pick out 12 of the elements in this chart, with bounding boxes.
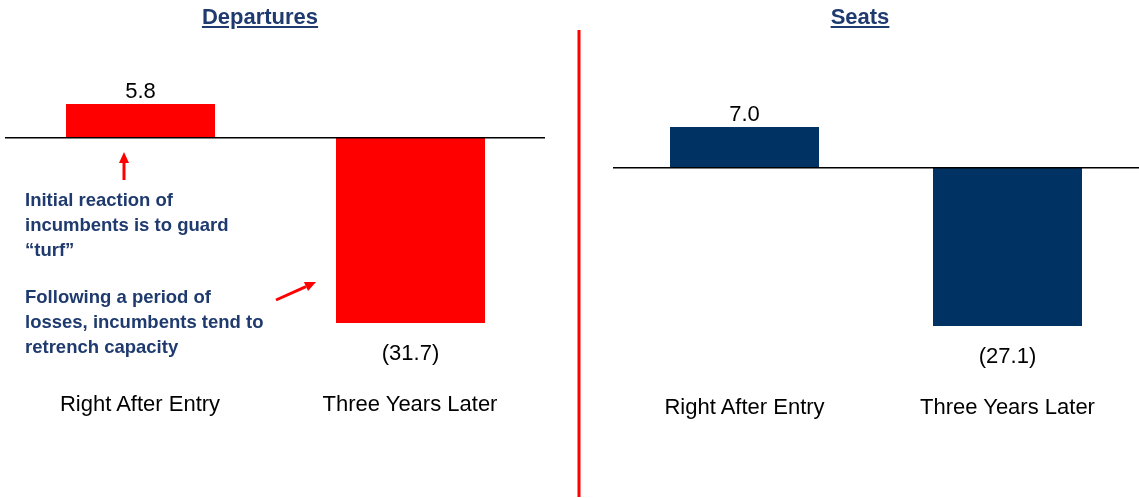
x-tick-label: Three Years Later bbox=[920, 394, 1095, 419]
x-tick-label: Right After Entry bbox=[59, 391, 221, 416]
x-tick-label: Right After Entry bbox=[664, 394, 825, 419]
data-label: (31.7) bbox=[381, 340, 440, 365]
chart-title: Seats bbox=[829, 4, 891, 30]
x-tick-label: Three Years Later bbox=[322, 391, 498, 416]
annotation: Following a period of losses, incumbents tend to retrench capacity bbox=[25, 285, 265, 359]
annotation: Initial reaction of incumbents is to guard “turf” bbox=[25, 188, 230, 262]
data-label: 7.0 bbox=[729, 101, 760, 126]
data-label: 5.8 bbox=[125, 78, 156, 103]
chart-title: Departures bbox=[200, 4, 320, 30]
data-label: (27.1) bbox=[978, 343, 1037, 368]
